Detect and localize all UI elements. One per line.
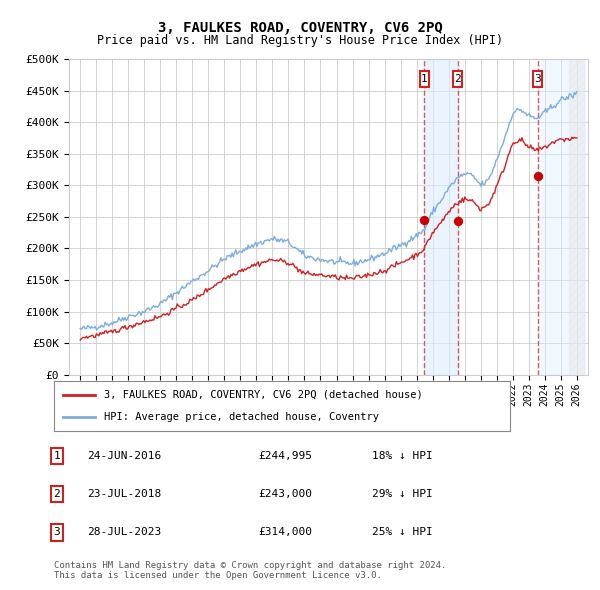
Point [419,215,429,225]
FancyBboxPatch shape [533,71,542,87]
Text: 24-JUN-2016: 24-JUN-2016 [87,451,161,461]
Text: 3: 3 [535,74,541,84]
Bar [569,59,585,375]
Point [453,217,463,226]
Text: 3, FAULKES ROAD, COVENTRY, CV6 2PQ (detached house): 3, FAULKES ROAD, COVENTRY, CV6 2PQ (deta… [104,389,423,399]
Text: 29% ↓ HPI: 29% ↓ HPI [372,489,433,499]
Text: 3: 3 [53,527,61,537]
Text: Price paid vs. HM Land Registry's House Price Index (HPI): Price paid vs. HM Land Registry's House … [97,34,503,47]
Bar [424,59,458,375]
Point [533,172,542,181]
Text: 28-JUL-2023: 28-JUL-2023 [87,527,161,537]
Text: 1: 1 [53,451,61,461]
Text: 1: 1 [421,74,428,84]
Text: Contains HM Land Registry data © Crown copyright and database right 2024.
This d: Contains HM Land Registry data © Crown c… [54,560,446,580]
Text: 3, FAULKES ROAD, COVENTRY, CV6 2PQ: 3, FAULKES ROAD, COVENTRY, CV6 2PQ [158,21,442,35]
Text: 25% ↓ HPI: 25% ↓ HPI [372,527,433,537]
Text: 2: 2 [454,74,461,84]
Text: £314,000: £314,000 [258,527,312,537]
FancyBboxPatch shape [420,71,428,87]
Text: 2: 2 [53,489,61,499]
Text: £243,000: £243,000 [258,489,312,499]
Text: 18% ↓ HPI: 18% ↓ HPI [372,451,433,461]
Bar [538,59,585,375]
Text: HPI: Average price, detached house, Coventry: HPI: Average price, detached house, Cove… [104,412,379,422]
FancyBboxPatch shape [453,71,462,87]
Text: 23-JUL-2018: 23-JUL-2018 [87,489,161,499]
Text: £244,995: £244,995 [258,451,312,461]
